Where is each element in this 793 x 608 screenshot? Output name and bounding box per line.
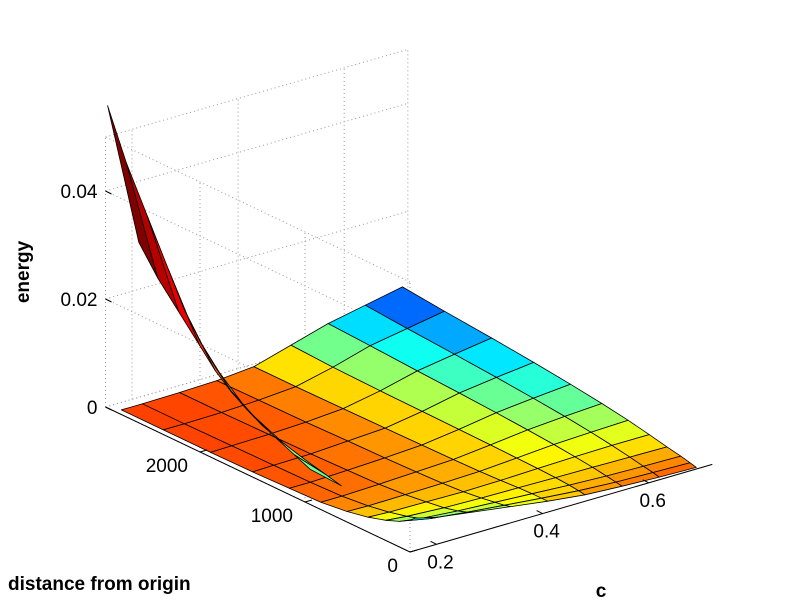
y-tick-label: 1000 xyxy=(251,506,293,527)
y-axis-line xyxy=(105,406,411,553)
grid-line xyxy=(105,210,408,300)
x-axis-line xyxy=(409,463,713,553)
x-tick-label: 0.6 xyxy=(639,491,665,512)
x-tick xyxy=(642,479,649,484)
grid-line xyxy=(105,102,408,192)
grid-line xyxy=(105,136,411,283)
grid-line xyxy=(105,48,408,138)
y-tick xyxy=(304,499,313,503)
x-tick-label: 0.2 xyxy=(427,552,453,573)
x-tick-label: 0.4 xyxy=(533,522,560,543)
y-tick-label: 2000 xyxy=(146,456,188,477)
z-axis-label: energy xyxy=(13,240,34,303)
y-axis-label: distance from origin xyxy=(8,574,191,595)
y-tick xyxy=(409,549,418,553)
grid-line xyxy=(105,318,408,408)
z-tick-label: 0.04 xyxy=(61,182,98,203)
y-tick-label: 0 xyxy=(387,556,398,577)
x-axis-label: c xyxy=(596,581,607,602)
y-tick xyxy=(199,449,208,453)
axis-layer: 0 0.02 0.04 0 1000 2000 0.2 0.4 0.6 xyxy=(61,182,713,577)
x-tick xyxy=(430,540,437,545)
z-tick-label: 0.02 xyxy=(61,290,98,311)
z-tick xyxy=(105,190,112,195)
z-tick xyxy=(105,406,112,411)
edge-facet xyxy=(107,105,159,279)
z-tick xyxy=(105,298,112,303)
surface-layer xyxy=(107,105,697,522)
edge-facet xyxy=(294,454,342,487)
edge-facet xyxy=(126,162,180,313)
z-tick-label: 0 xyxy=(87,398,98,419)
surface-facet xyxy=(652,462,697,478)
x-tick xyxy=(536,510,543,515)
